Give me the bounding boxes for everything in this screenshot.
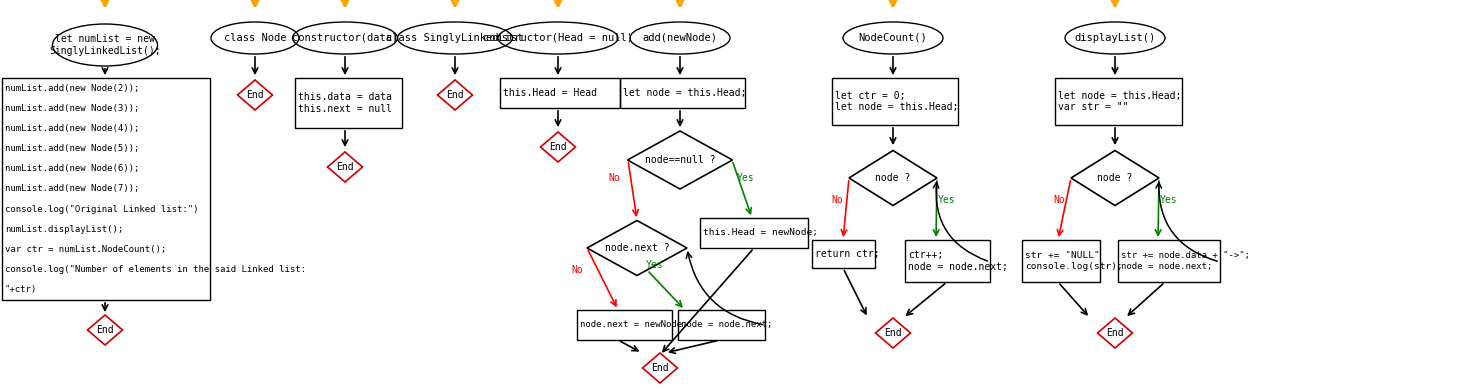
Text: var ctr = numList.NodeCount();: var ctr = numList.NodeCount(); xyxy=(4,245,166,254)
Text: this.Head = Head: this.Head = Head xyxy=(502,88,598,98)
Text: let node = this.Head;
var str = "": let node = this.Head; var str = "" xyxy=(1058,91,1181,112)
Text: let node = this.Head;: let node = this.Head; xyxy=(623,88,746,98)
Text: "+ctr): "+ctr) xyxy=(4,285,37,294)
Bar xyxy=(832,78,958,125)
Text: End: End xyxy=(650,363,670,373)
Bar xyxy=(577,310,672,340)
Text: No: No xyxy=(1053,195,1065,205)
Text: node ?: node ? xyxy=(1097,173,1132,183)
Text: console.log("Number of elements in the said Linked list:: console.log("Number of elements in the s… xyxy=(4,265,306,274)
Text: numList.add(new Node(7));: numList.add(new Node(7)); xyxy=(4,184,139,193)
Text: return ctr;: return ctr; xyxy=(815,249,879,259)
Text: node = node.next;: node = node.next; xyxy=(681,321,772,330)
Text: End: End xyxy=(335,162,355,172)
Text: console.log("Original Linked list:"): console.log("Original Linked list:") xyxy=(4,205,198,214)
Text: End: End xyxy=(549,142,567,152)
Text: numList.add(new Node(6));: numList.add(new Node(6)); xyxy=(4,164,139,173)
Bar xyxy=(1,78,209,300)
Text: add(newNode): add(newNode) xyxy=(643,33,718,43)
Text: this.data = data
this.next = null: this.data = data this.next = null xyxy=(297,92,393,114)
Text: End: End xyxy=(1106,328,1124,338)
Text: No: No xyxy=(608,173,620,183)
Text: numList.add(new Node(3));: numList.add(new Node(3)); xyxy=(4,104,139,113)
Text: str += node.data + "->";
node = node.next;: str += node.data + "->"; node = node.nex… xyxy=(1121,251,1250,271)
Bar xyxy=(620,78,746,108)
Text: node ?: node ? xyxy=(876,173,911,183)
Text: constructor(data): constructor(data) xyxy=(292,33,398,43)
Text: node==null ?: node==null ? xyxy=(645,155,715,165)
Text: numList.add(new Node(2));: numList.add(new Node(2)); xyxy=(4,83,139,92)
Text: node.next = newNode;: node.next = newNode; xyxy=(580,321,687,330)
Text: End: End xyxy=(885,328,902,338)
Text: End: End xyxy=(447,90,464,100)
Text: let numList = new
SinglyLinkedList();: let numList = new SinglyLinkedList(); xyxy=(50,34,161,56)
Bar xyxy=(1023,240,1100,282)
Text: let ctr = 0;
let node = this.Head;: let ctr = 0; let node = this.Head; xyxy=(835,91,958,112)
Text: displayList(): displayList() xyxy=(1074,33,1156,43)
Bar xyxy=(700,218,809,248)
Bar xyxy=(812,240,875,268)
Text: this.Head = newNode;: this.Head = newNode; xyxy=(703,229,817,238)
Bar xyxy=(294,78,401,128)
Bar xyxy=(500,78,620,108)
Text: End: End xyxy=(246,90,264,100)
Text: Yes: Yes xyxy=(737,173,754,183)
Text: str += "NULL"
console.log(str);: str += "NULL" console.log(str); xyxy=(1026,251,1122,271)
Text: class Node: class Node xyxy=(224,33,286,43)
Text: Yes: Yes xyxy=(1160,195,1178,205)
Bar xyxy=(905,240,990,282)
Text: End: End xyxy=(97,325,114,335)
Text: NodeCount(): NodeCount() xyxy=(858,33,927,43)
Text: Yes: Yes xyxy=(938,195,955,205)
Text: Yes: Yes xyxy=(646,260,664,270)
Bar xyxy=(1055,78,1182,125)
Bar xyxy=(1118,240,1220,282)
Text: class SinglyLinkedList: class SinglyLinkedList xyxy=(387,33,524,43)
Text: constructor(Head = null): constructor(Head = null) xyxy=(483,33,633,43)
Text: numList.add(new Node(5));: numList.add(new Node(5)); xyxy=(4,144,139,153)
Text: numList.displayList();: numList.displayList(); xyxy=(4,225,123,234)
Text: numList.add(new Node(4));: numList.add(new Node(4)); xyxy=(4,124,139,133)
Text: ctr++;
node = node.next;: ctr++; node = node.next; xyxy=(908,250,1008,272)
Text: No: No xyxy=(571,265,583,275)
Text: No: No xyxy=(831,195,842,205)
Bar xyxy=(678,310,765,340)
Text: node.next ?: node.next ? xyxy=(605,243,670,253)
